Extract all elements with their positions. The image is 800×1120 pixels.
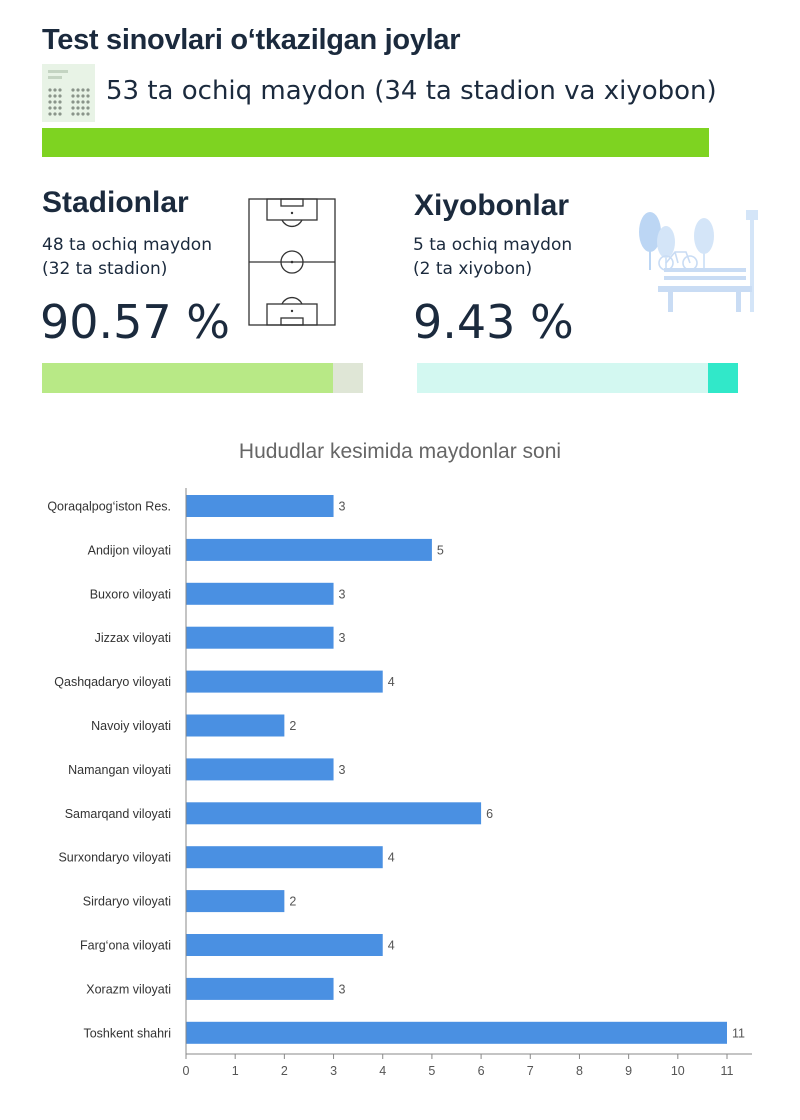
data-label: 3: [339, 587, 346, 601]
category-label: Farg‘ona viloyati: [80, 939, 171, 953]
data-label: 2: [289, 719, 296, 733]
category-label: Sirdaryo viloyati: [83, 895, 171, 909]
data-label: 11: [732, 1026, 745, 1040]
xiyobonlar-line1: 5 ta ochiq maydon: [413, 235, 573, 255]
xiyobonlar-progress-fill: [707, 363, 738, 393]
total-bar: [42, 128, 709, 157]
bar: [186, 714, 285, 737]
bar: [186, 977, 334, 1000]
football-field-icon: [248, 198, 336, 326]
park-bench-icon: [639, 210, 758, 312]
bar: [186, 802, 482, 825]
category-label: Samarqand viloyati: [65, 807, 171, 821]
bar: [186, 670, 383, 693]
x-tick-label: 3: [330, 1064, 337, 1078]
x-tick-label: 11: [721, 1064, 734, 1078]
data-label: 5: [437, 543, 444, 557]
data-label: 4: [388, 851, 395, 865]
category-label: Jizzax viloyati: [95, 631, 171, 645]
data-label: 3: [339, 982, 346, 996]
bar: [186, 495, 334, 517]
category-label: Xorazm viloyati: [86, 982, 171, 996]
xiyobonlar-percent: 9.43 %: [413, 295, 574, 349]
x-tick-label: 1: [232, 1064, 239, 1078]
x-tick-label: 0: [183, 1064, 190, 1078]
document-icon: [42, 64, 95, 122]
category-label: Andijon viloyati: [88, 543, 171, 557]
stadionlar-line2: (32 ta stadion): [42, 259, 168, 279]
x-tick-label: 8: [576, 1064, 583, 1078]
total-subtitle: 53 ta ochiq maydon (34 ta stadion va xiy…: [106, 76, 717, 106]
stadionlar-percent: 90.57 %: [40, 295, 231, 349]
x-tick-label: 2: [281, 1064, 288, 1078]
stadionlar-progress-fill: [42, 363, 333, 393]
category-label: Qoraqalpog‘iston Res.: [47, 500, 171, 514]
data-label: 3: [339, 500, 346, 514]
x-tick-label: 4: [379, 1064, 386, 1078]
x-tick-label: 9: [625, 1064, 632, 1078]
data-label: 4: [388, 939, 395, 953]
category-label: Surxondaryo viloyati: [58, 851, 171, 865]
xiyobonlar-line2: (2 ta xiyobon): [413, 259, 533, 279]
bar: [186, 758, 334, 781]
data-label: 6: [486, 807, 493, 821]
bar: [186, 582, 334, 605]
bar: [186, 846, 383, 869]
category-label: Toshkent shahri: [83, 1026, 171, 1040]
bar: [186, 1021, 727, 1044]
xiyobonlar-progress-bar: [417, 363, 738, 393]
x-tick-label: 10: [671, 1064, 685, 1078]
xiyobonlar-title: Xiyobonlar: [414, 189, 570, 222]
data-label: 4: [388, 675, 395, 689]
x-tick-label: 5: [428, 1064, 435, 1078]
bar: [186, 934, 383, 956]
category-label: Buxoro viloyati: [90, 587, 171, 601]
x-tick-label: 7: [527, 1064, 534, 1078]
category-label: Namangan viloyati: [68, 763, 171, 777]
stadionlar-title: Stadionlar: [42, 186, 189, 219]
category-label: Navoiy viloyati: [91, 719, 171, 733]
data-label: 3: [339, 763, 346, 777]
bar: [186, 626, 334, 649]
chart-title: Hududlar kesimida maydonlar soni: [238, 440, 562, 463]
bar: [186, 538, 432, 561]
stadionlar-progress-bar: [42, 363, 363, 393]
page-title: Test sinovlari o‘tkazilgan joylar: [42, 24, 461, 56]
stadionlar-line1: 48 ta ochiq maydon: [42, 235, 212, 255]
bar-chart: Qoraqalpog‘iston Res. 3 Andijon viloyati 5 B…: [47, 488, 752, 1078]
bar: [186, 890, 285, 913]
data-label: 2: [289, 895, 296, 909]
x-tick-label: 6: [478, 1064, 485, 1078]
data-label: 3: [339, 631, 346, 645]
category-label: Qashqadaryo viloyati: [54, 675, 171, 689]
